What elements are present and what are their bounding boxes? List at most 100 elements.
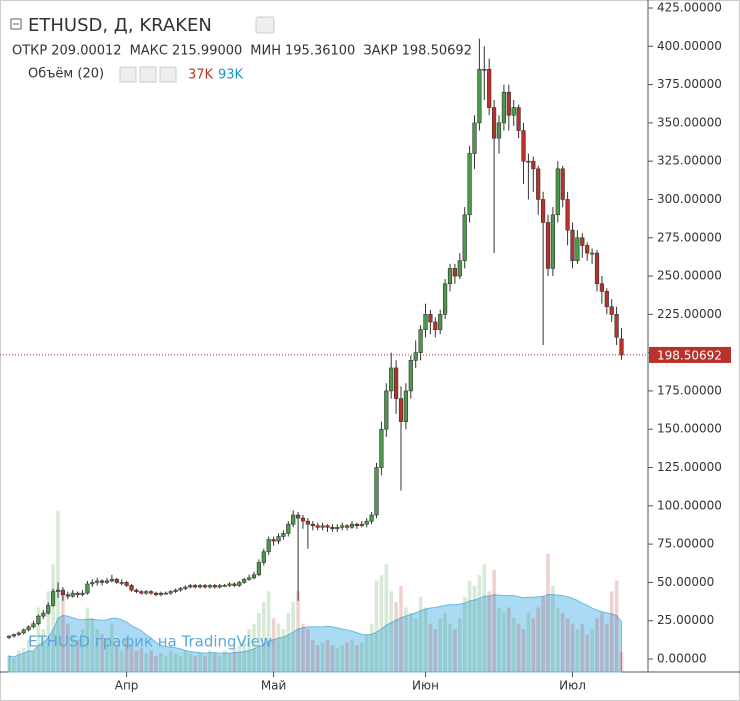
volume-bar	[433, 628, 438, 672]
y-tick-label: 100.00000	[657, 498, 722, 512]
volume-bar	[345, 642, 349, 672]
candle-body	[291, 514, 296, 525]
candle-body	[501, 91, 507, 124]
x-tick-label: Июл	[559, 679, 586, 693]
candle-body	[516, 107, 521, 131]
candle-body	[442, 283, 448, 315]
volume-bar	[502, 612, 506, 672]
candle-body	[149, 591, 154, 594]
candle-body	[183, 586, 188, 589]
volume-bar	[149, 650, 153, 672]
candle-body	[398, 398, 404, 422]
plot-area	[0, 38, 648, 673]
candle-body	[589, 252, 595, 255]
volume-bar	[580, 623, 585, 672]
volume-bar	[276, 623, 281, 672]
volume-bar	[605, 623, 609, 672]
volume-bar	[389, 591, 393, 672]
candle-body	[168, 591, 173, 594]
y-tick-label: 325.00000	[657, 154, 722, 168]
candle-body	[50, 591, 56, 606]
volume-bar	[115, 645, 119, 672]
volume-bar	[90, 618, 95, 672]
legend-label: МИН	[250, 44, 281, 59]
volume-bar	[619, 652, 624, 672]
volume-bar	[511, 618, 516, 672]
volume-bar	[330, 645, 335, 672]
volume-bar	[320, 642, 325, 672]
volume-bar	[369, 623, 374, 672]
candle-body	[134, 589, 139, 592]
volume-bar	[585, 634, 589, 672]
volume-bar	[609, 591, 614, 672]
volume-bar	[384, 564, 389, 672]
volume-bar	[409, 612, 413, 672]
volume-close-button[interactable]	[159, 66, 177, 83]
candle-body	[55, 589, 61, 592]
candle-body	[506, 91, 511, 116]
candle-body	[364, 520, 369, 525]
volume-bar	[80, 628, 85, 672]
candle-body	[393, 367, 399, 399]
volume-bar	[462, 596, 467, 672]
symbol-title: ETHUSD, Д, KRAKEN	[28, 15, 212, 36]
volume-bar	[595, 618, 599, 672]
candle-body	[477, 68, 482, 124]
candle-body	[90, 582, 95, 585]
candle-body	[247, 577, 252, 580]
candle-body	[114, 579, 119, 583]
candle-body	[80, 592, 85, 595]
candle-body	[418, 329, 423, 353]
candle-body	[85, 583, 90, 594]
volume-bar	[575, 628, 580, 672]
volume-bar	[110, 623, 114, 672]
candle-body	[315, 525, 320, 528]
candle-body	[281, 533, 286, 537]
x-tick-label: Май	[261, 679, 287, 693]
candle-body	[614, 314, 619, 338]
volume-bar	[306, 628, 310, 672]
legend-value: 195.36100	[285, 44, 355, 59]
candle-body	[70, 592, 75, 597]
volume-value: 37K	[188, 68, 214, 83]
volume-bar	[551, 585, 555, 672]
candle-body	[104, 580, 110, 583]
candle-body	[251, 574, 257, 579]
candle-body	[340, 525, 345, 528]
y-tick-label: 75.00000	[657, 537, 714, 551]
candle-body	[242, 579, 247, 583]
volume-bar	[46, 591, 50, 672]
volume-bar	[301, 623, 305, 672]
candle-body	[531, 160, 536, 170]
volume-bar	[134, 650, 139, 672]
collapse-icon[interactable]	[10, 18, 22, 30]
volume-bar	[311, 639, 315, 672]
volume-bar	[12, 658, 16, 672]
y-tick-label: 250.00000	[657, 269, 722, 283]
y-tick-label: 25.00000	[657, 613, 714, 627]
volume-bar	[379, 575, 384, 672]
volume-bar	[521, 628, 526, 672]
volume-bar	[516, 623, 521, 672]
volume-eye-button[interactable]	[119, 66, 137, 83]
candle-body	[227, 583, 232, 586]
volume-bar	[85, 607, 90, 672]
volume-bar	[154, 655, 158, 672]
volume-bar	[448, 623, 452, 672]
candle-body	[139, 591, 144, 594]
legend-value: 209.00012	[51, 44, 121, 59]
volume-bar	[497, 607, 501, 672]
candle-body	[163, 592, 168, 595]
candle-body	[403, 390, 409, 422]
settings-button[interactable]	[255, 16, 275, 34]
volume-bar	[193, 655, 197, 672]
candle-body	[207, 585, 213, 588]
volume-bar	[404, 607, 408, 672]
volume-bar	[335, 647, 340, 672]
volume-settings-button[interactable]	[139, 66, 157, 83]
candle-body	[144, 591, 149, 594]
watermark: ETHUSD график на TradingView	[28, 633, 272, 651]
candle-body	[526, 160, 531, 163]
x-tick-label: Апр	[115, 679, 139, 693]
candle-body	[354, 523, 360, 527]
